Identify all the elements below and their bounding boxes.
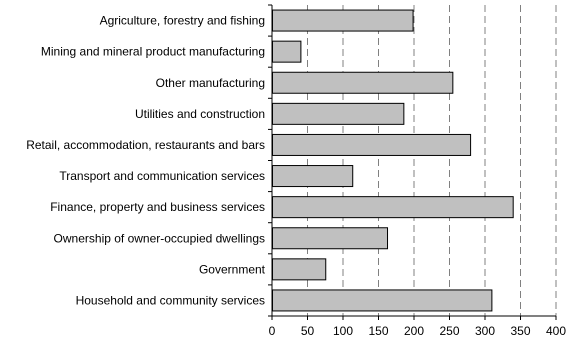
category-labels: Agriculture, forestry and fishing Mining … bbox=[26, 14, 265, 308]
x-tick-label-50: 50 bbox=[301, 324, 315, 338]
x-tick-label-0: 0 bbox=[269, 324, 276, 338]
bar-5 bbox=[272, 133, 472, 156]
category-label-6: Transport and communication services bbox=[59, 169, 265, 183]
category-label-9: Government bbox=[199, 262, 266, 276]
category-label-10: Household and community services bbox=[76, 293, 265, 307]
category-label-4: Utilities and construction bbox=[135, 107, 265, 121]
category-label-1: Agriculture, forestry and fishing bbox=[100, 14, 265, 28]
x-tick-label-350: 350 bbox=[510, 324, 530, 338]
bar-2 bbox=[272, 40, 302, 63]
category-label-8: Ownership of owner-occupied dwellings bbox=[54, 231, 265, 245]
x-tick-label-300: 300 bbox=[475, 324, 495, 338]
bar-6 bbox=[272, 165, 354, 188]
category-label-2: Mining and mineral product manufacturing bbox=[41, 45, 265, 59]
category-label-7: Finance, property and business services bbox=[50, 200, 265, 214]
x-tick-label-150: 150 bbox=[368, 324, 388, 338]
x-tick-label-400: 400 bbox=[546, 324, 566, 338]
category-label-3: Other manufacturing bbox=[156, 76, 265, 90]
bar-1 bbox=[272, 9, 414, 32]
bars bbox=[272, 9, 514, 312]
x-tick-label-250: 250 bbox=[439, 324, 459, 338]
x-tick-label-200: 200 bbox=[404, 324, 424, 338]
bar-7 bbox=[272, 196, 514, 219]
category-label-5: Retail, accommodation, restaurants and b… bbox=[26, 138, 265, 152]
gridlines bbox=[307, 5, 557, 316]
bar-10 bbox=[272, 289, 493, 312]
x-tick-label-100: 100 bbox=[333, 324, 353, 338]
bar-9 bbox=[272, 258, 327, 281]
tick-labels: 0 50 100 150 200 250 300 350 400 bbox=[269, 324, 567, 338]
bar-4 bbox=[272, 102, 405, 125]
axes bbox=[268, 4, 557, 320]
bar-3 bbox=[272, 71, 454, 94]
bar-8 bbox=[272, 227, 389, 250]
